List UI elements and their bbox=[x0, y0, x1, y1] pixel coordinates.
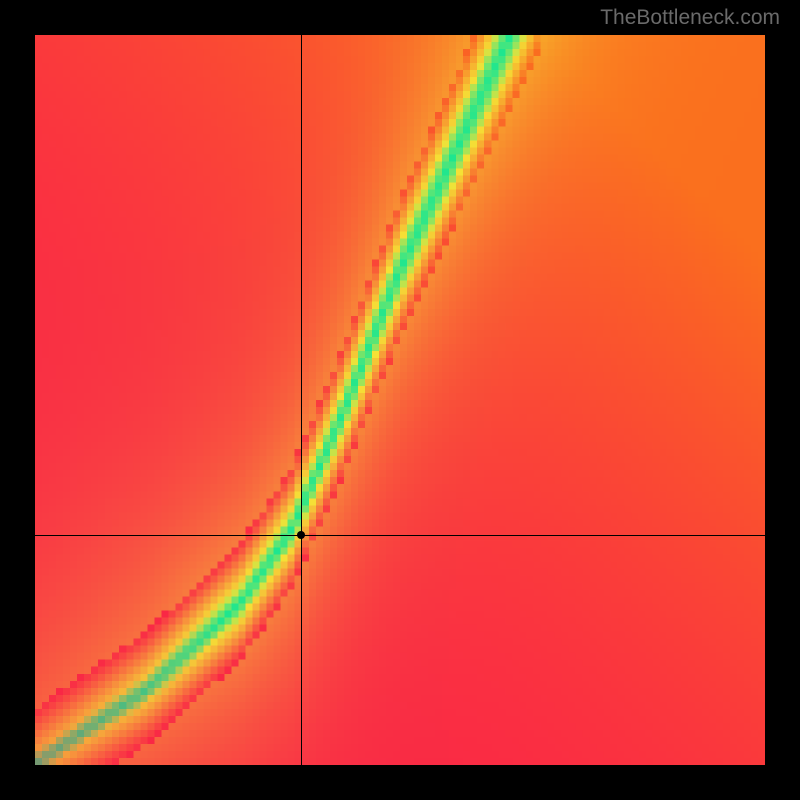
crosshair-vertical bbox=[301, 35, 302, 765]
watermark-text: TheBottleneck.com bbox=[600, 6, 780, 30]
crosshair-marker bbox=[297, 531, 305, 539]
crosshair-horizontal bbox=[35, 535, 765, 536]
plot-area bbox=[35, 35, 765, 765]
heatmap-canvas bbox=[35, 35, 765, 765]
